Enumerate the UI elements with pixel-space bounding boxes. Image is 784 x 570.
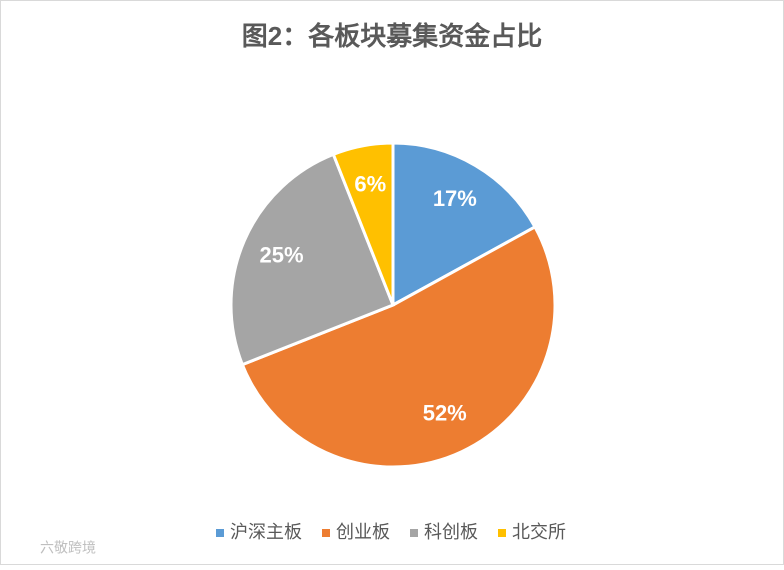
chart-title: 图2：各板块募集资金占比 xyxy=(242,21,542,51)
legend-swatch xyxy=(410,529,418,537)
legend-swatch xyxy=(216,529,224,537)
pie-slice xyxy=(331,141,395,306)
legend-label: 北交所 xyxy=(512,522,566,542)
pie-slice xyxy=(240,224,557,469)
pie-slice xyxy=(229,152,395,367)
data-label: 52% xyxy=(423,401,467,426)
data-label: 17% xyxy=(433,186,477,211)
legend-label: 沪深主板 xyxy=(230,522,302,542)
legend-label: 科创板 xyxy=(424,522,478,542)
legend-swatch xyxy=(498,529,506,537)
pie-slice xyxy=(391,141,537,308)
watermark: 六敬跨境 xyxy=(40,540,96,556)
data-label: 6% xyxy=(354,171,386,196)
data-label: 25% xyxy=(259,243,303,268)
legend-swatch xyxy=(322,529,330,537)
legend-label: 创业板 xyxy=(336,522,390,542)
